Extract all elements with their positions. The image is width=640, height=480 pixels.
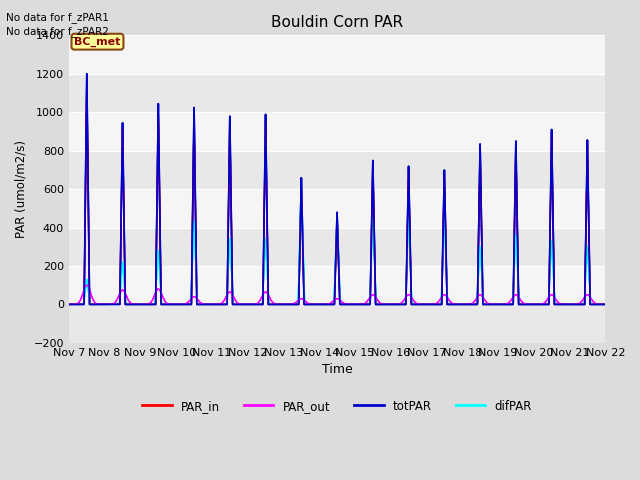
PAR_out <box>292 300 300 306</box>
totPAR <box>346 301 354 307</box>
PAR_out <box>388 301 396 307</box>
difPAR <box>460 301 468 307</box>
Bar <box>69 36 605 74</box>
PAR_in <box>292 301 300 307</box>
Bar <box>69 228 605 266</box>
Line: difPAR: difPAR <box>69 180 605 304</box>
PAR_out <box>460 301 468 307</box>
difPAR <box>602 301 609 307</box>
PAR_out <box>65 301 73 307</box>
Bar <box>69 74 605 112</box>
PAR_in <box>83 78 91 84</box>
totPAR <box>83 71 91 77</box>
Bar <box>69 112 605 151</box>
PAR_in <box>602 301 609 307</box>
totPAR <box>292 301 300 307</box>
Legend: PAR_in, PAR_out, totPAR, difPAR: PAR_in, PAR_out, totPAR, difPAR <box>138 395 537 417</box>
PAR_out <box>602 301 609 307</box>
difPAR <box>100 301 108 307</box>
Line: PAR_out: PAR_out <box>69 285 605 304</box>
Text: No data for f_zPAR2: No data for f_zPAR2 <box>6 26 109 37</box>
PAR_out <box>81 285 88 291</box>
Bar <box>69 151 605 189</box>
Text: No data for f_zPAR1: No data for f_zPAR1 <box>6 12 109 23</box>
totPAR <box>65 301 73 307</box>
difPAR <box>65 301 73 307</box>
Line: PAR_in: PAR_in <box>69 81 605 304</box>
Title: Bouldin Corn PAR: Bouldin Corn PAR <box>271 15 403 30</box>
PAR_in <box>388 301 396 307</box>
totPAR <box>81 247 88 253</box>
PAR_out <box>83 282 91 288</box>
totPAR <box>602 301 609 307</box>
PAR_in <box>81 249 88 254</box>
X-axis label: Time: Time <box>322 363 353 376</box>
Bar <box>69 304 605 343</box>
PAR_in <box>100 301 108 307</box>
PAR_in <box>460 301 468 307</box>
totPAR <box>100 301 108 307</box>
difPAR <box>388 301 396 307</box>
difPAR <box>81 292 88 298</box>
Line: totPAR: totPAR <box>69 74 605 304</box>
PAR_in <box>346 301 354 307</box>
totPAR <box>460 301 468 307</box>
Bar <box>69 266 605 304</box>
Text: BC_met: BC_met <box>74 36 121 47</box>
totPAR <box>388 301 396 307</box>
PAR_in <box>65 301 73 307</box>
PAR_out <box>100 301 108 307</box>
difPAR <box>298 177 305 182</box>
difPAR <box>346 301 354 307</box>
difPAR <box>292 301 300 307</box>
Bar <box>69 189 605 228</box>
PAR_out <box>346 301 354 307</box>
Y-axis label: PAR (umol/m2/s): PAR (umol/m2/s) <box>15 140 28 238</box>
